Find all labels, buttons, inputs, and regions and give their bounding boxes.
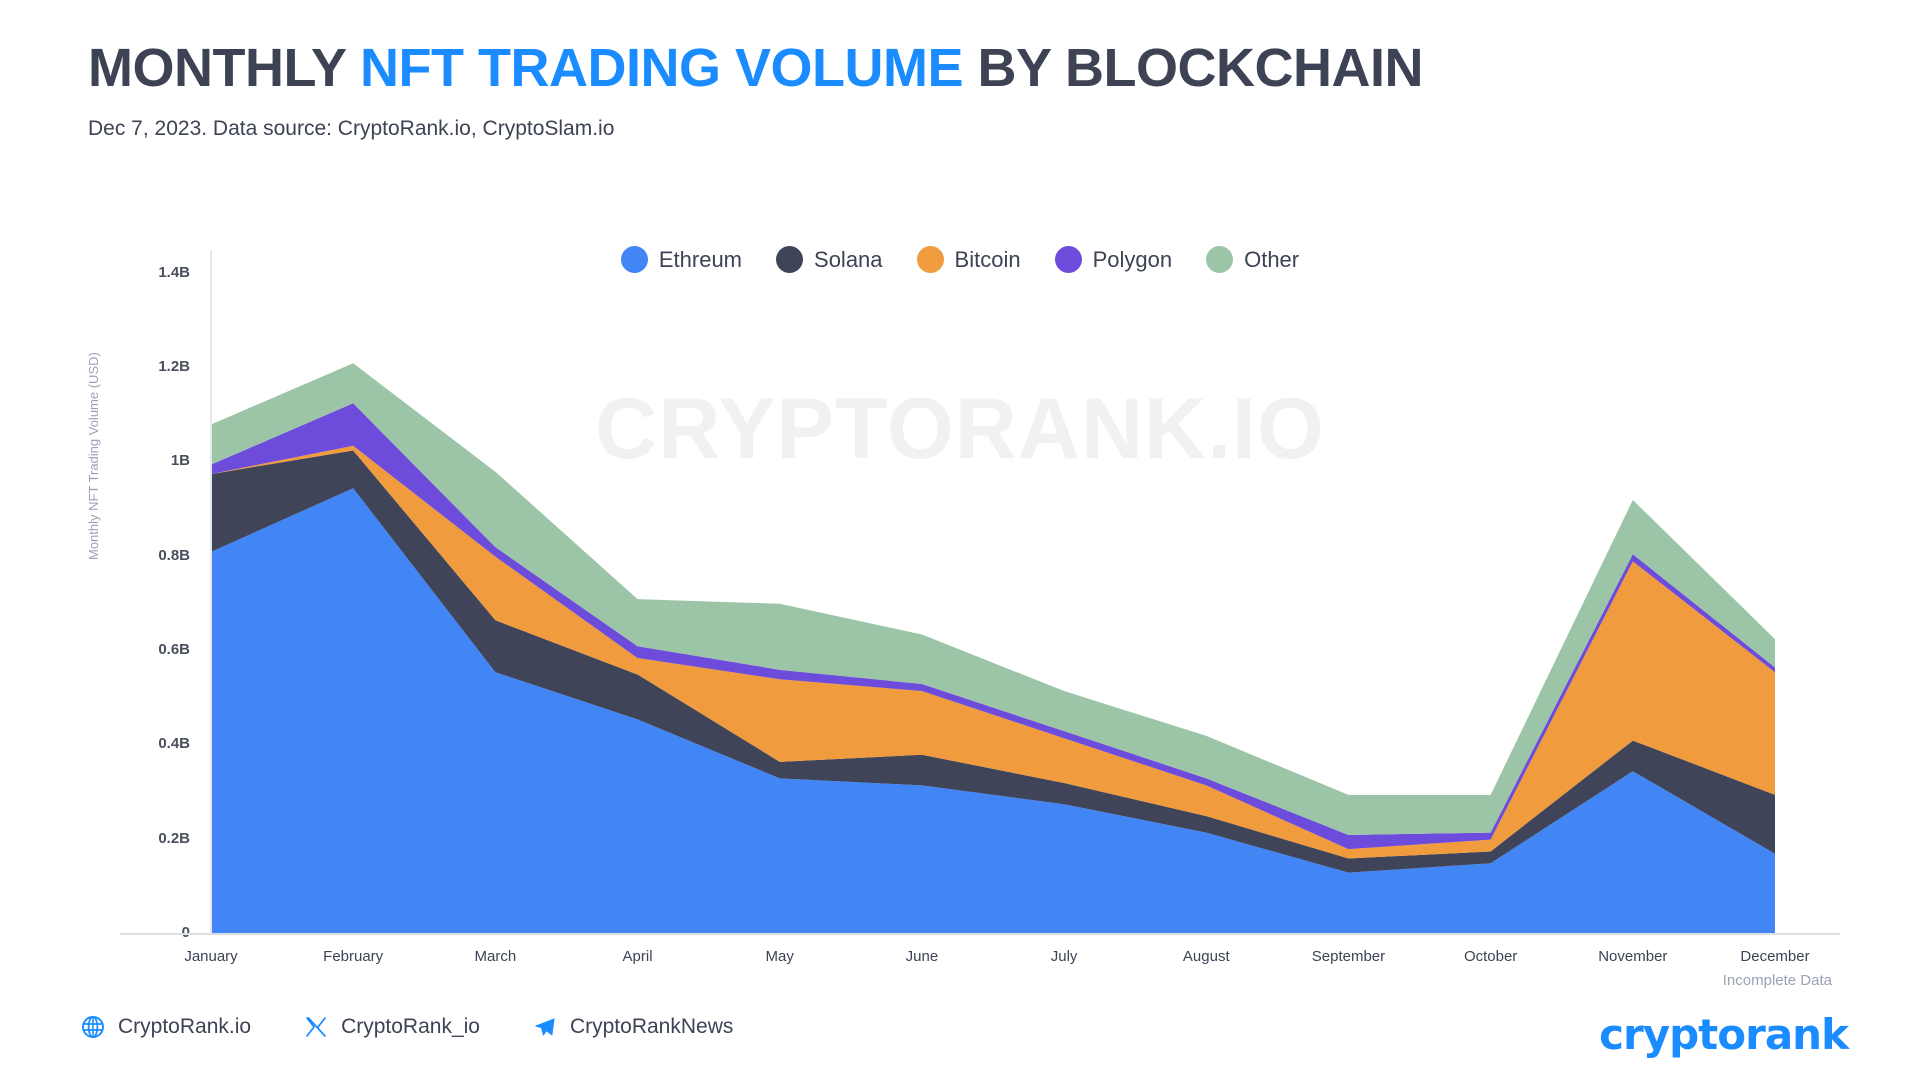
social-link-label: CryptoRank_io [341, 1015, 480, 1038]
area-series-ethreum[interactable] [211, 488, 1775, 934]
legend-dot-icon [1054, 246, 1082, 273]
legend-dot-icon [916, 246, 944, 273]
telegram-icon [532, 1014, 558, 1040]
legend-label: Bitcoin [954, 246, 1021, 272]
x-tick-label-october: October [1463, 948, 1518, 965]
x-tick-label-december: December [1740, 948, 1810, 965]
x-tick-label-september: September [1311, 948, 1386, 965]
area-series-polygon[interactable] [211, 403, 1775, 850]
y-tick-label: 1B [170, 452, 190, 470]
y-tick-label: 1.4B [158, 263, 190, 281]
x-tick-label-june: June [905, 948, 939, 965]
legend-dot-icon [776, 246, 804, 273]
x-tick-label-november: November [1598, 948, 1668, 965]
incomplete-data-note: Incomplete Data [1722, 972, 1832, 989]
social-link-cryptorank-io[interactable]: CryptoRank.io [80, 1014, 251, 1040]
legend-item-bitcoin[interactable]: Bitcoin [916, 246, 1021, 273]
legend-label: Polygon [1092, 246, 1173, 272]
chart-header: MONTHLY NFT TRADING VOLUME BY BLOCKCHAIN… [88, 40, 1848, 141]
chart-legend: Ethreum Solana Bitcoin Polygon Other [0, 246, 1920, 273]
legend-item-ethreum[interactable]: Ethreum [620, 246, 743, 273]
x-twitter-icon [303, 1014, 329, 1040]
page-title: MONTHLY NFT TRADING VOLUME BY BLOCKCHAIN [88, 40, 1848, 97]
y-tick-label: 1.2B [158, 357, 190, 375]
title-segment-accent: NFT TRADING VOLUME [360, 38, 964, 98]
x-tick-label-august: August [1182, 948, 1230, 965]
chart-subtitle: Dec 7, 2023. Data source: CryptoRank.io,… [88, 116, 615, 140]
x-tick-label-july: July [1050, 948, 1078, 965]
y-tick-label: 0 [181, 924, 190, 941]
area-series-solana[interactable] [211, 450, 1775, 873]
x-tick-label-may: May [765, 948, 794, 965]
legend-label: Solana [814, 246, 883, 272]
cryptorank-logo-text: cryptorank [1599, 1010, 1849, 1059]
legend-item-other[interactable]: Other [1206, 246, 1299, 273]
title-segment-1: MONTHLY [88, 38, 361, 98]
social-link-cryptorank-io[interactable]: CryptoRank_io [303, 1014, 480, 1040]
social-link-cryptoranknews[interactable]: CryptoRankNews [532, 1014, 733, 1040]
title-segment-2: BY BLOCKCHAIN [963, 38, 1424, 98]
legend-dot-icon [620, 246, 648, 273]
globe-icon [80, 1014, 106, 1040]
x-tick-label-march: March [474, 948, 517, 965]
cryptorank-logo: cryptorank [1599, 1010, 1849, 1059]
y-tick-label: 0.2B [158, 829, 190, 847]
legend-label: Other [1244, 246, 1300, 272]
area-series-other[interactable] [211, 363, 1775, 835]
y-tick-label: 0.8B [158, 546, 190, 564]
legend-dot-icon [1206, 246, 1234, 273]
x-tick-label-january: January [184, 948, 238, 965]
x-tick-label-april: April [622, 948, 653, 965]
legend-item-solana[interactable]: Solana [776, 246, 883, 273]
social-link-label: CryptoRank.io [118, 1015, 252, 1038]
watermark: CRYPTORANK.IO [595, 381, 1325, 477]
y-tick-label: 0.4B [158, 735, 190, 753]
social-link-label: CryptoRankNews [569, 1015, 734, 1038]
legend-item-polygon[interactable]: Polygon [1054, 246, 1173, 273]
legend-label: Ethreum [658, 246, 743, 272]
y-tick-label: 0.6B [158, 640, 190, 658]
x-tick-label-february: February [323, 948, 384, 965]
area-series-group [211, 363, 1775, 934]
social-links: CryptoRank.io CryptoRank_io CryptoRankNews [80, 1014, 733, 1040]
page-footer: CryptoRank.io CryptoRank_io CryptoRankNews… [0, 1010, 1920, 1070]
